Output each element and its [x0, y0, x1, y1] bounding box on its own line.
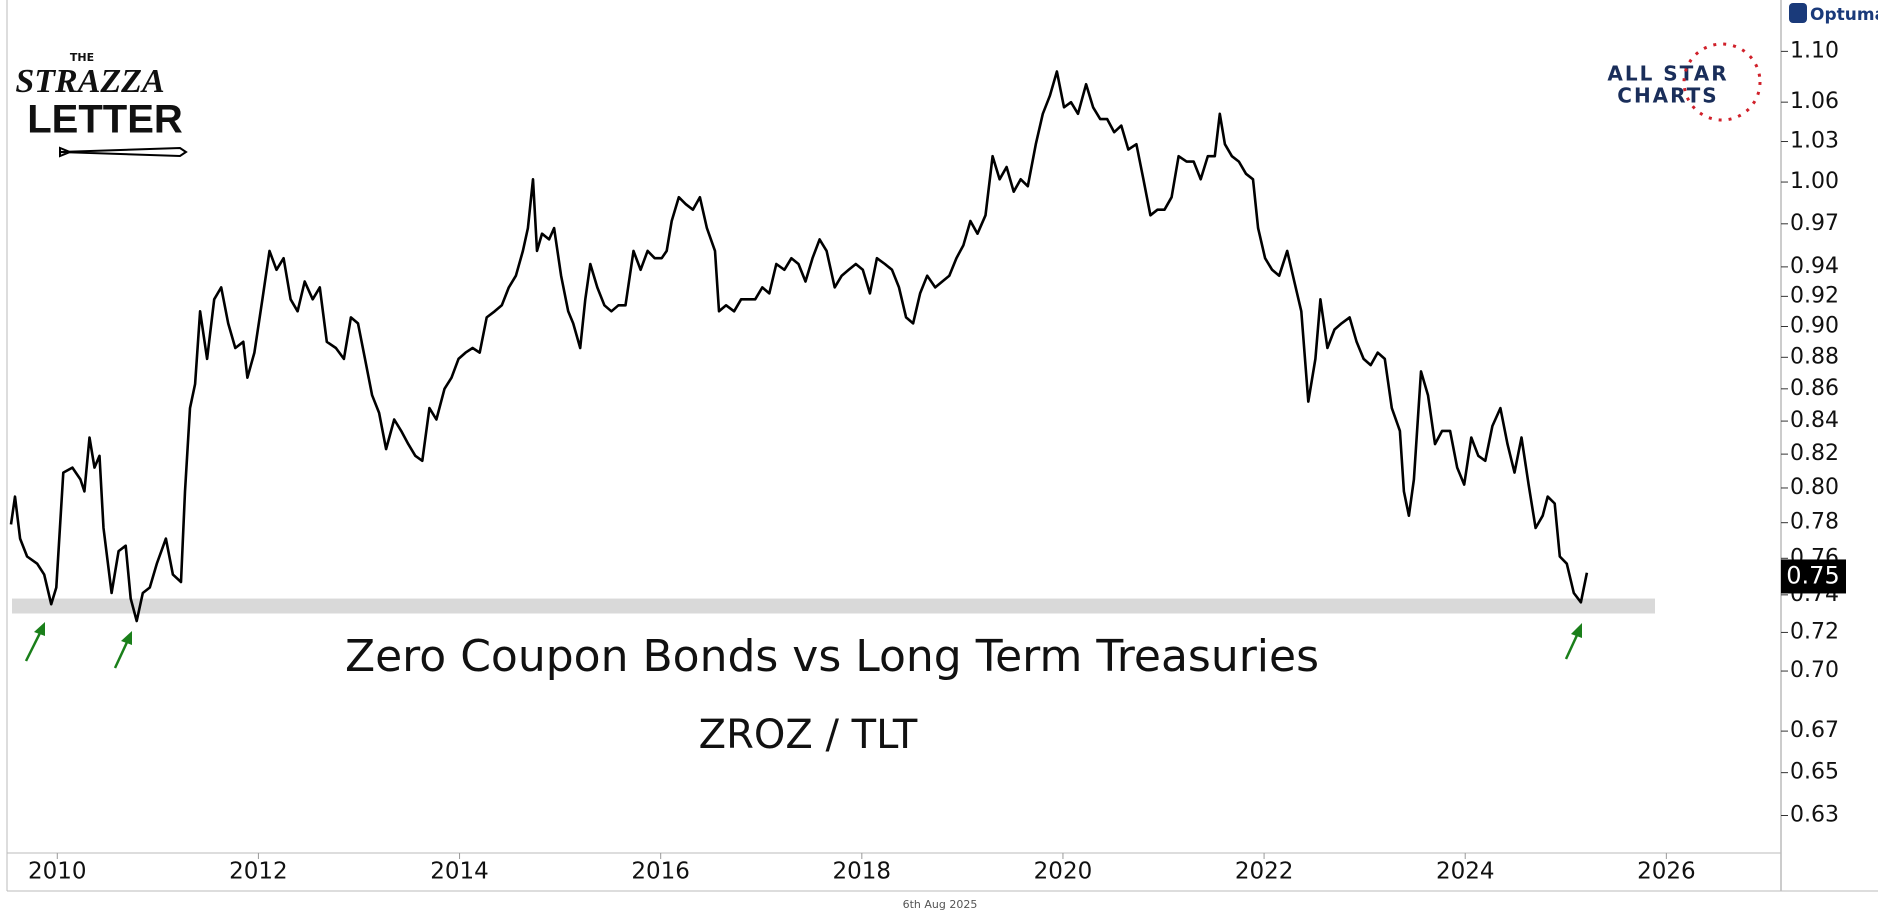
- arrow-head: [34, 622, 45, 636]
- x-tick-label: 2026: [1637, 859, 1696, 885]
- y-tick-label: 0.65: [1790, 760, 1839, 785]
- y-tick-label: 0.82: [1790, 441, 1839, 466]
- chart-title: Zero Coupon Bonds vs Long Term Treasurie…: [345, 631, 1319, 682]
- x-tick-label: 2012: [229, 859, 288, 885]
- arrow: [113, 639, 130, 669]
- arrow-head: [121, 631, 132, 645]
- y-tick-label: 0.92: [1790, 283, 1839, 308]
- optuma-icon: [1789, 3, 1807, 23]
- logo-text: ALL STAR: [1607, 62, 1728, 86]
- x-tick-label: 2022: [1235, 859, 1294, 885]
- y-tick-label: 0.63: [1790, 802, 1839, 827]
- y-tick-label: 1.03: [1790, 129, 1839, 154]
- x-tick-label: 2010: [28, 859, 87, 885]
- logo-text: Optuma: [1810, 5, 1878, 25]
- y-tick-label: 0.72: [1790, 619, 1839, 644]
- logo-text: STRAZZA: [15, 63, 164, 100]
- x-tick-label: 2016: [631, 859, 690, 885]
- plot-area: [9, 70, 1655, 623]
- y-tick-label: 0.80: [1790, 475, 1839, 500]
- last-value-label: 0.75: [1786, 561, 1839, 589]
- logo-text: LETTER: [27, 98, 183, 142]
- arrow: [24, 630, 43, 662]
- y-tick-label: 0.70: [1790, 658, 1839, 683]
- x-tick-label: 2024: [1436, 859, 1495, 885]
- x-tick-label: 2018: [833, 859, 892, 885]
- chart-subtitle: ZROZ / TLT: [699, 712, 918, 758]
- arrow-head: [1571, 623, 1582, 638]
- y-tick-label: 0.90: [1790, 313, 1839, 338]
- arrow: [1564, 632, 1580, 660]
- logo-text: CHARTS: [1617, 84, 1718, 108]
- x-tick-label: 2014: [430, 859, 489, 885]
- support-band: [12, 598, 1655, 614]
- y-tick-label: 0.94: [1790, 254, 1839, 279]
- last-value-box: [1781, 559, 1846, 594]
- y-tick-label: 0.88: [1790, 344, 1839, 369]
- y-tick-label: 0.86: [1790, 376, 1839, 401]
- series-line: [9, 70, 1589, 623]
- y-tick-label: 0.67: [1790, 718, 1839, 743]
- logo-pen: [59, 146, 188, 158]
- y-tick-label: 1.00: [1790, 169, 1839, 194]
- y-tick-label: 1.06: [1790, 89, 1839, 114]
- y-tick-label: 1.10: [1790, 38, 1839, 63]
- x-tick-label: 2020: [1034, 859, 1093, 885]
- y-tick-label: 0.97: [1790, 211, 1839, 236]
- arrows: [24, 622, 1582, 669]
- logo-text: THE: [70, 51, 94, 64]
- date-label: 6th Aug 2025: [903, 898, 978, 911]
- y-tick-label: 0.84: [1790, 408, 1839, 433]
- logo-stars: [1682, 42, 1762, 122]
- y-tick-label: 0.78: [1790, 510, 1839, 535]
